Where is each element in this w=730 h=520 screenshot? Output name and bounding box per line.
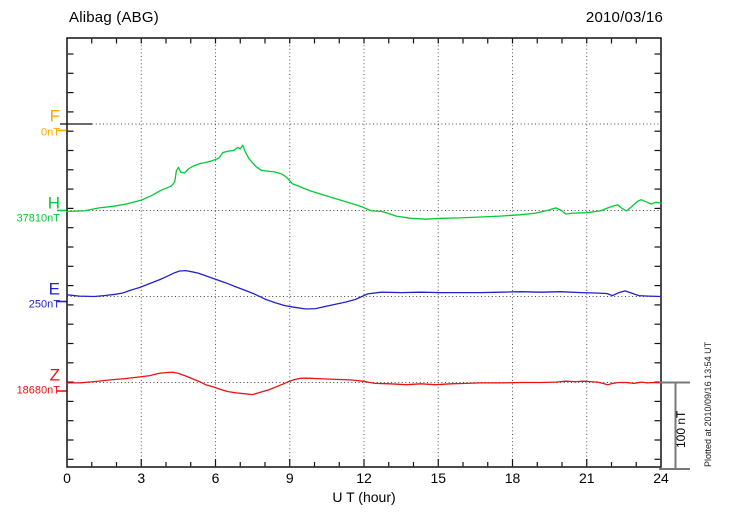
series-label-F: F: [49, 106, 60, 126]
x-tick-label-9: 9: [285, 470, 294, 486]
date-label: 2010/03/16: [585, 9, 663, 26]
x-tick-label-3: 3: [137, 470, 146, 486]
series-ref-value-F: 0nT: [41, 126, 60, 138]
x-tick-label-0: 0: [63, 470, 71, 486]
trace-E: [66, 269, 662, 310]
series-label-Z: Z: [49, 365, 60, 384]
x-axis-title: U T (hour): [332, 489, 396, 505]
x-tick-label-12: 12: [356, 470, 372, 486]
x-tick-label-21: 21: [578, 470, 595, 486]
x-tick-label-15: 15: [430, 470, 447, 486]
trace-H: [66, 144, 662, 220]
trace-Z: [66, 371, 662, 396]
x-tick-label-24: 24: [653, 470, 669, 486]
plot-frame: [66, 37, 662, 468]
x-tick-label-6: 6: [211, 470, 220, 486]
series-ref-value-H: 37810nT: [16, 212, 60, 225]
series-ref-value-E: 250nT: [28, 298, 60, 311]
series-label-H: H: [47, 193, 60, 212]
scale-bar-label: 100 nT: [674, 410, 688, 448]
page-title: Alibag (ABG): [69, 9, 159, 26]
x-tick-label-18: 18: [504, 470, 521, 486]
series-ref-value-Z: 18680nT: [16, 384, 60, 397]
series-label-E: E: [48, 279, 60, 298]
plotted-timestamp-note: Plotted at 2010/09/16 13:54 UT: [703, 341, 713, 467]
